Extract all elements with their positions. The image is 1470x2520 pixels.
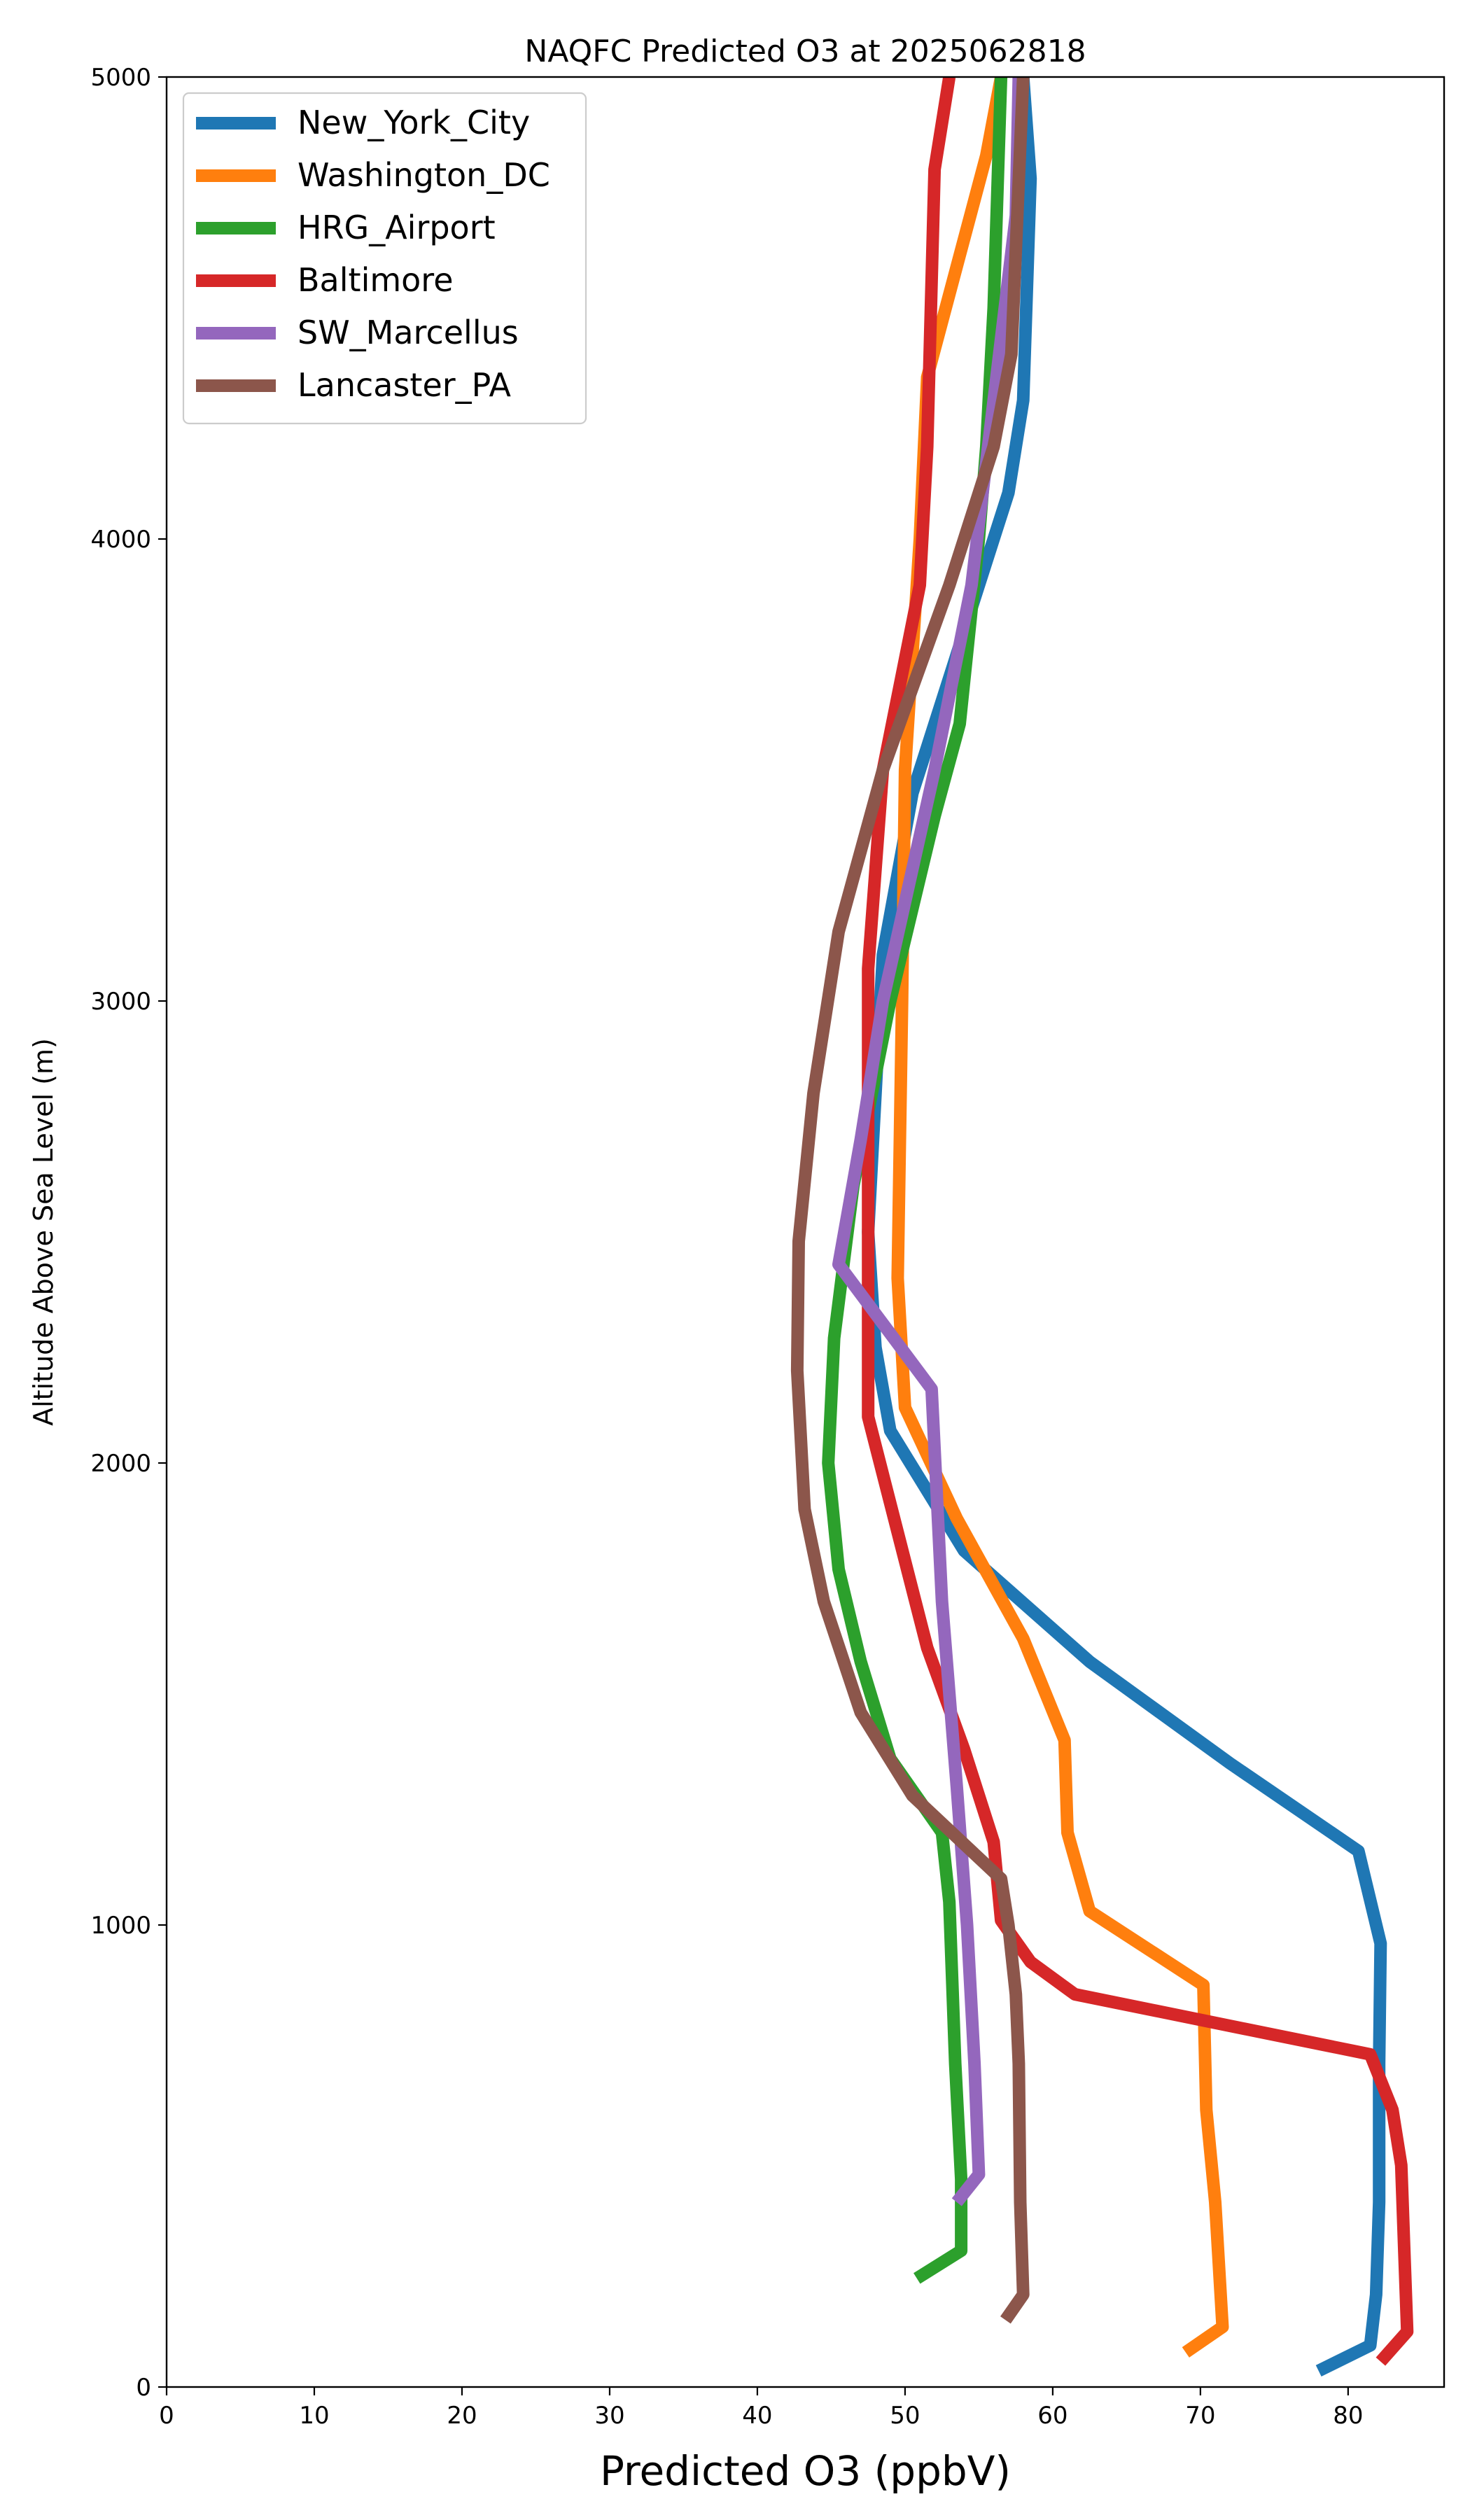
legend-label: New_York_City (298, 104, 530, 141)
series-line-new-york-city (862, 77, 1387, 2376)
legend-label: SW_Marcellus (298, 314, 519, 351)
plot-frame (165, 76, 1446, 2388)
x-tick-label: 60 (1037, 2402, 1068, 2430)
legend-label: Washington_DC (298, 156, 550, 194)
x-tick-label: 10 (299, 2402, 329, 2430)
x-tick-label: 70 (1185, 2402, 1215, 2430)
series-line-lancaster-pa (790, 77, 1030, 2324)
x-axis-label: Predicted O3 (ppbV) (600, 2447, 1011, 2495)
x-tick-label: 30 (594, 2402, 624, 2430)
x-tick-label: 40 (742, 2402, 772, 2430)
y-tick-label: 4000 (90, 526, 151, 554)
x-tick-label: 80 (1333, 2402, 1363, 2430)
legend-label: Lancaster_PA (298, 366, 511, 404)
y-tick-label: 1000 (90, 1912, 151, 1940)
y-tick-label: 3000 (90, 988, 151, 1016)
y-axis-label: Altitude Above Sea Level (m) (28, 1038, 59, 1426)
legend-box (182, 92, 587, 425)
x-tick-label: 50 (890, 2402, 920, 2430)
legend-label: Baltimore (298, 261, 454, 299)
x-tick-label: 0 (159, 2402, 174, 2430)
legend-label: HRG_Airport (298, 209, 496, 246)
y-tick-label: 0 (136, 2374, 151, 2402)
x-tick-label: 20 (447, 2402, 477, 2430)
legend: New_York_City Washington_DC HRG_Airport Bal… (182, 92, 587, 425)
series-line-baltimore (862, 77, 1414, 2366)
y-tick-label: 2000 (90, 1450, 151, 1478)
chart-title: NAQFC Predicted O3 at 2025062818 (524, 34, 1086, 69)
y-tick-label: 5000 (90, 64, 151, 92)
